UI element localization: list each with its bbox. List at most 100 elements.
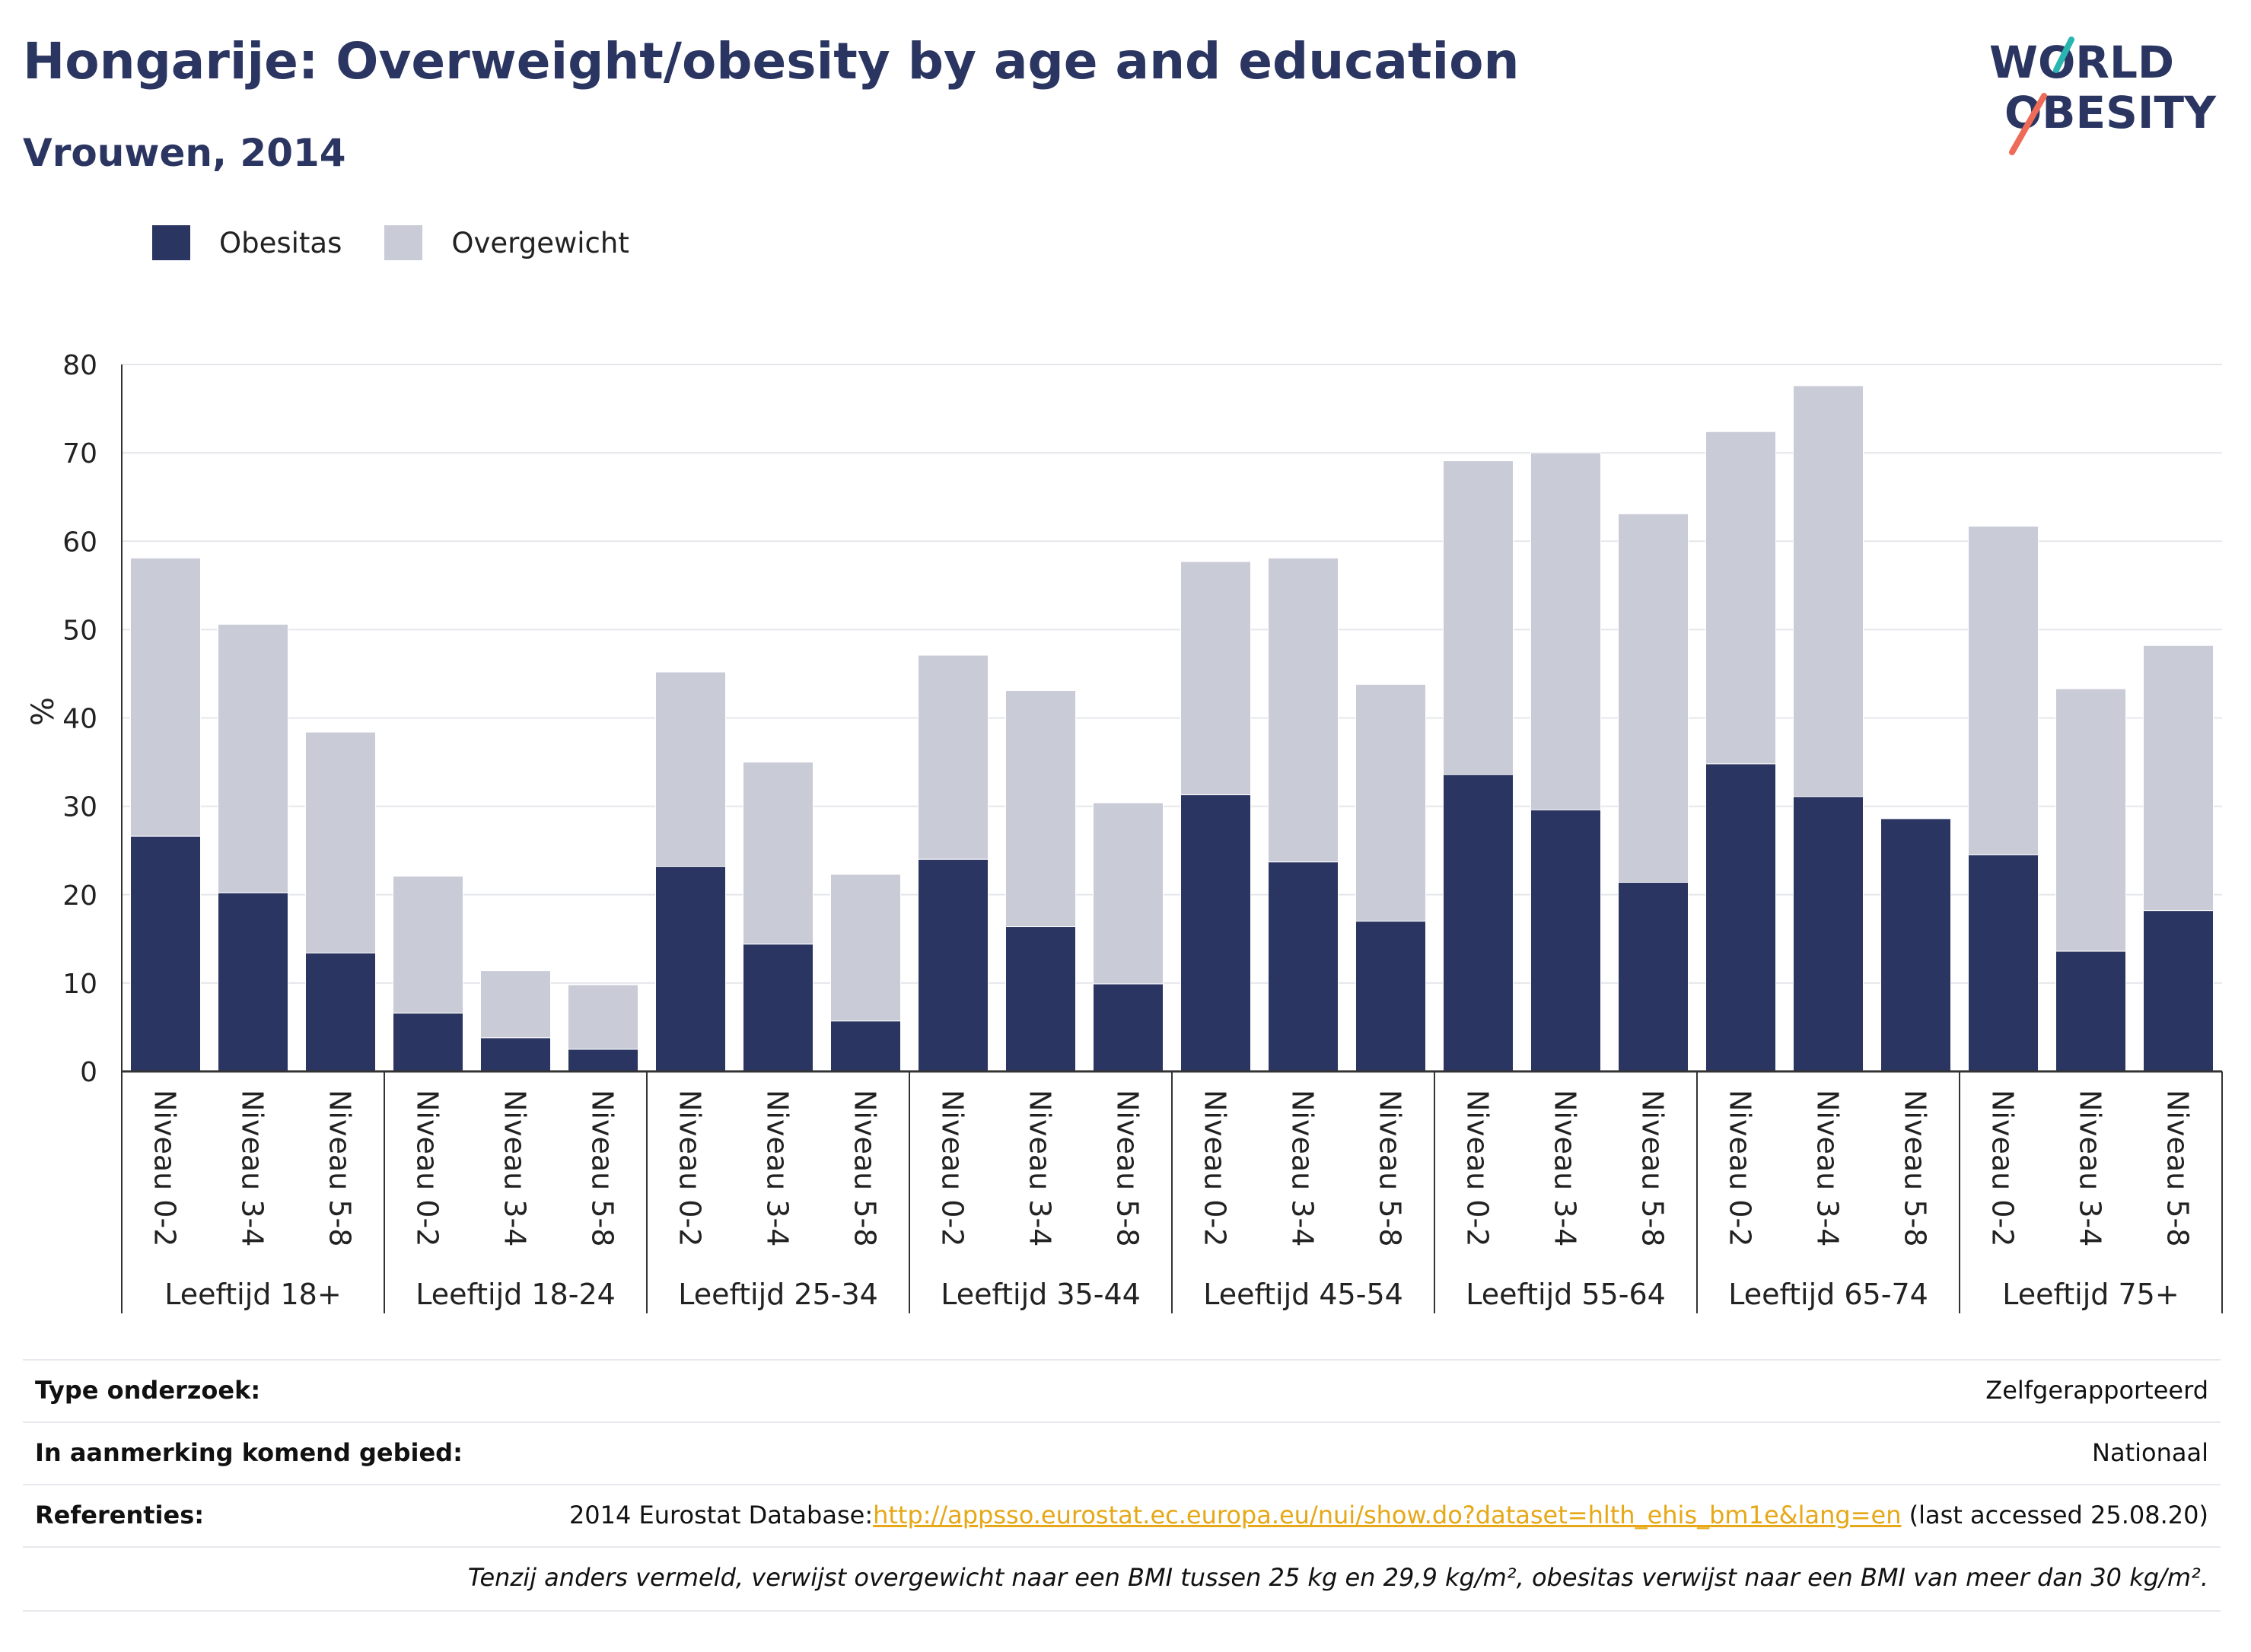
bar-overgewicht xyxy=(655,671,726,867)
legend-swatch-obesitas xyxy=(152,225,190,260)
x-group-label: Leeftijd 45-54 xyxy=(1203,1278,1403,1311)
x-category-label: Niveau 3-4 xyxy=(498,1090,532,1246)
bar-overgewicht xyxy=(1180,561,1251,796)
x-category-label: Niveau 0-2 xyxy=(936,1090,969,1246)
bar-obesitas xyxy=(1705,763,1776,1072)
meta-note: Tenzij anders vermeld, verwijst overgewi… xyxy=(467,1563,2208,1592)
y-tick-label: 80 xyxy=(62,350,97,381)
bar-overgewicht xyxy=(1093,802,1164,985)
legend-label-obesitas: Obesitas xyxy=(219,226,342,259)
bar-obesitas xyxy=(1618,881,1689,1072)
bar-obesitas xyxy=(305,952,376,1072)
meta-type-label: Type onderzoek: xyxy=(35,1376,261,1405)
meta-ref-suffix: (last accessed 25.08.20) xyxy=(1901,1501,2208,1529)
bar-obesitas xyxy=(1793,796,1864,1072)
x-category-label: Niveau 0-2 xyxy=(1724,1090,1757,1246)
bar-obesitas xyxy=(1355,921,1426,1072)
bar-obesitas xyxy=(918,858,989,1072)
y-tick-label: 40 xyxy=(62,704,97,735)
y-tick-label: 30 xyxy=(62,792,97,823)
bar-overgewicht xyxy=(2055,688,2126,952)
bar-obesitas xyxy=(1880,818,1951,1072)
bar-obesitas xyxy=(1093,983,1164,1072)
chart-subtitle: Vrouwen, 2014 xyxy=(23,131,346,175)
x-category-label: Niveau 0-2 xyxy=(1461,1090,1495,1246)
bar-overgewicht xyxy=(1968,526,2039,855)
legend-item-obesitas: Obesitas xyxy=(152,225,342,260)
x-category-label: Niveau 3-4 xyxy=(236,1090,269,1246)
bar-overgewicht xyxy=(1355,683,1426,922)
bar-obesitas xyxy=(2143,910,2214,1072)
bar-obesitas xyxy=(830,1020,901,1072)
x-category-label: Niveau 5-8 xyxy=(1374,1090,1407,1246)
x-category-label: Niveau 3-4 xyxy=(1811,1090,1845,1246)
x-category-label: Niveau 0-2 xyxy=(673,1090,707,1246)
bar-obesitas xyxy=(1268,861,1339,1072)
bar-obesitas xyxy=(1530,809,1601,1072)
bar-obesitas xyxy=(1180,794,1251,1072)
meta-row-type: Type onderzoek: Zelfgerapporteerd xyxy=(23,1359,2221,1423)
bar-overgewicht xyxy=(568,984,638,1050)
x-group-label: Leeftijd 75+ xyxy=(2002,1278,2179,1311)
stacked-bar-chart: 0 10 20 30 40 50 60 70 80% Niveau 0-2 Niveau 3-4 Ni… xyxy=(26,350,2223,1313)
meta-row-references: Referenties: 2014 Eurostat Database:http… xyxy=(23,1484,2221,1548)
x-group-label: Leeftijd 18-24 xyxy=(415,1278,616,1311)
bar-overgewicht xyxy=(1705,431,1776,765)
y-tick-label: 70 xyxy=(62,438,97,469)
legend-item-overgewicht: Overgewicht xyxy=(384,225,629,260)
x-category-label: Niveau 3-4 xyxy=(1549,1090,1582,1246)
legend: Obesitas Overgewicht xyxy=(152,225,672,260)
x-category-label: Niveau 5-8 xyxy=(1636,1090,1670,1246)
bar-obesitas xyxy=(568,1049,638,1072)
bar-overgewicht xyxy=(2143,645,2214,912)
bar-overgewicht xyxy=(130,557,201,837)
meta-ref-label: Referenties: xyxy=(35,1501,205,1529)
bar-obesitas xyxy=(1443,774,1514,1072)
bar-obesitas xyxy=(480,1037,551,1072)
bar-obesitas xyxy=(1005,926,1076,1072)
bar-overgewicht xyxy=(918,654,989,860)
x-category-label: Niveau 5-8 xyxy=(849,1090,882,1246)
logo-word-world: WORLD xyxy=(1989,37,2174,88)
x-category-label: Niveau 3-4 xyxy=(1024,1090,1057,1246)
y-tick-label: 60 xyxy=(62,527,97,558)
bar-overgewicht xyxy=(1530,452,1601,810)
y-tick-label: 10 xyxy=(62,969,97,1000)
x-category-label: Niveau 3-4 xyxy=(2074,1090,2107,1246)
x-category-label: Niveau 5-8 xyxy=(586,1090,619,1246)
x-group-label: Leeftijd 55-64 xyxy=(1466,1278,1666,1311)
y-tick-label: 50 xyxy=(62,615,97,646)
meta-row-area: In aanmerking komend gebied: Nationaal xyxy=(23,1421,2221,1485)
x-category-label: Niveau 0-2 xyxy=(148,1090,182,1246)
meta-ref-link[interactable]: http://appsso.eurostat.ec.europa.eu/nui/… xyxy=(873,1501,1902,1529)
bar-overgewicht xyxy=(1268,557,1339,863)
meta-area-label: In aanmerking komend gebied: xyxy=(35,1438,463,1467)
bar-obesitas xyxy=(130,836,201,1072)
bar-overgewicht xyxy=(1005,690,1076,928)
meta-ref-prefix: 2014 Eurostat Database: xyxy=(568,1501,874,1529)
y-axis-label: % xyxy=(26,697,61,726)
meta-type-value: Zelfgerapporteerd xyxy=(1985,1376,2208,1405)
x-category-label: Niveau 3-4 xyxy=(761,1090,794,1246)
x-category-label: Niveau 0-2 xyxy=(1199,1090,1232,1246)
bar-obesitas xyxy=(1968,854,2039,1072)
legend-label-overgewicht: Overgewicht xyxy=(451,226,629,259)
meta-row-note: Tenzij anders vermeld, verwijst overgewi… xyxy=(23,1546,2221,1612)
x-category-label: Niveau 0-2 xyxy=(1986,1090,2020,1246)
bar-overgewicht xyxy=(305,731,376,953)
legend-swatch-overgewicht xyxy=(384,225,423,260)
bar-obesitas xyxy=(743,944,813,1072)
bar-overgewicht xyxy=(218,623,288,893)
x-group-label: Leeftijd 25-34 xyxy=(678,1278,878,1311)
x-category-label: Niveau 3-4 xyxy=(1286,1090,1320,1246)
logo-slash-coral xyxy=(2009,93,2047,155)
bar-overgewicht xyxy=(830,874,901,1022)
bar-overgewicht xyxy=(393,875,463,1014)
meta-area-value: Nationaal xyxy=(2092,1438,2208,1467)
y-tick-label: 20 xyxy=(62,880,97,912)
bar-obesitas xyxy=(655,866,726,1072)
logo-word-obesity: OBESITY xyxy=(2004,87,2217,138)
bar-obesitas xyxy=(2055,950,2126,1072)
bar-obesitas xyxy=(218,892,288,1072)
x-category-label: Niveau 5-8 xyxy=(1111,1090,1145,1246)
